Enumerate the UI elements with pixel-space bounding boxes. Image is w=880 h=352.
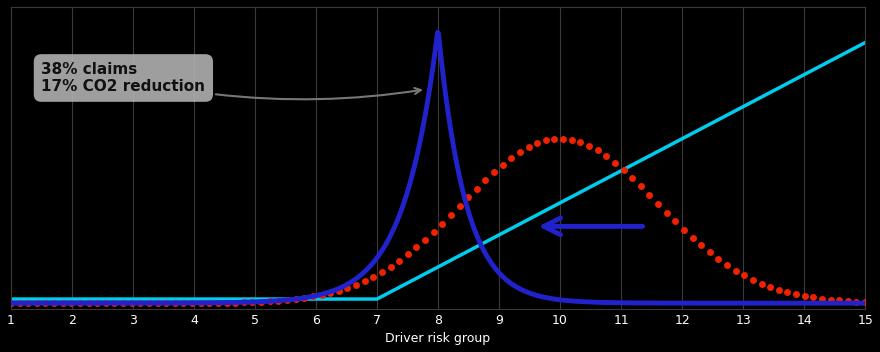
X-axis label: Driver risk group: Driver risk group: [385, 332, 490, 345]
Text: 38% claims
17% CO2 reduction: 38% claims 17% CO2 reduction: [41, 62, 421, 99]
